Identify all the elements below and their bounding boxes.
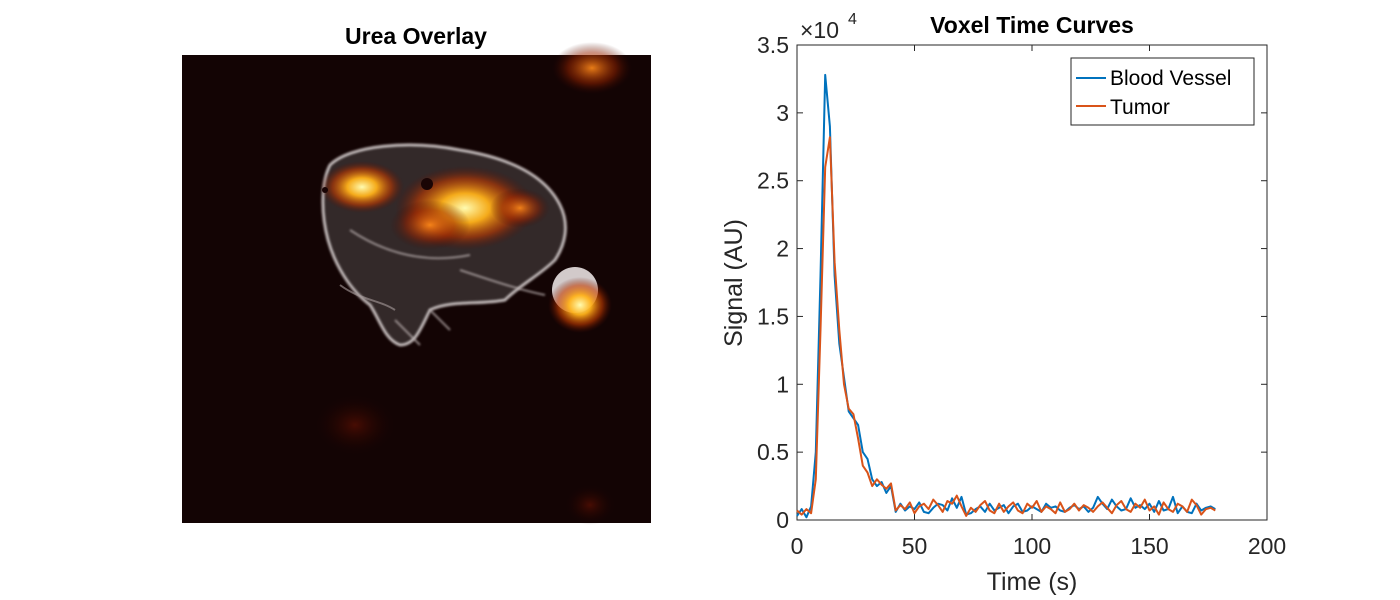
y-tick-label: 2 xyxy=(776,236,789,262)
y-tick-label: 0.5 xyxy=(757,439,789,465)
right-panel: Voxel Time Curves 0 50 100 150 200 0 0.5 1 1.5 2… xyxy=(720,11,1286,596)
legend-label-blood-vessel: Blood Vessel xyxy=(1110,67,1231,90)
y-exponent-base: ×10 xyxy=(800,17,839,43)
series-lines xyxy=(796,73,1216,519)
series-line-tumor xyxy=(796,136,1216,517)
x-tick-label: 0 xyxy=(791,533,804,559)
y-tick-label: 3 xyxy=(776,100,789,126)
left-panel: Urea Overlay xyxy=(182,23,651,525)
y-exponent-power: 4 xyxy=(848,11,857,28)
left-panel-title: Urea Overlay xyxy=(345,23,487,49)
y-tick-label: 0 xyxy=(776,507,789,533)
legend: Blood Vessel Tumor xyxy=(1070,57,1255,126)
x-tick-label: 150 xyxy=(1130,533,1168,559)
y-tick-label: 2.5 xyxy=(757,168,789,194)
y-axis-exponent: ×10 4 xyxy=(800,11,857,43)
legend-label-tumor: Tumor xyxy=(1110,96,1170,119)
chart-title: Voxel Time Curves xyxy=(930,12,1134,38)
y-tick-label: 1.5 xyxy=(757,303,789,329)
x-axis-ticks: 0 50 100 150 200 xyxy=(791,45,1286,559)
x-tick-label: 100 xyxy=(1013,533,1051,559)
y-tick-label: 3.5 xyxy=(757,32,789,58)
y-axis-ticks: 0 0.5 1 1.5 2 2.5 3 3.5 xyxy=(757,32,1267,533)
y-tick-label: 1 xyxy=(776,371,789,397)
legend-box xyxy=(1070,57,1255,126)
x-tick-label: 50 xyxy=(902,533,928,559)
y-axis-label: Signal (AU) xyxy=(720,219,748,347)
x-tick-label: 200 xyxy=(1248,533,1286,559)
x-axis-label: Time (s) xyxy=(987,568,1078,596)
urea-overlay-image xyxy=(182,42,651,525)
